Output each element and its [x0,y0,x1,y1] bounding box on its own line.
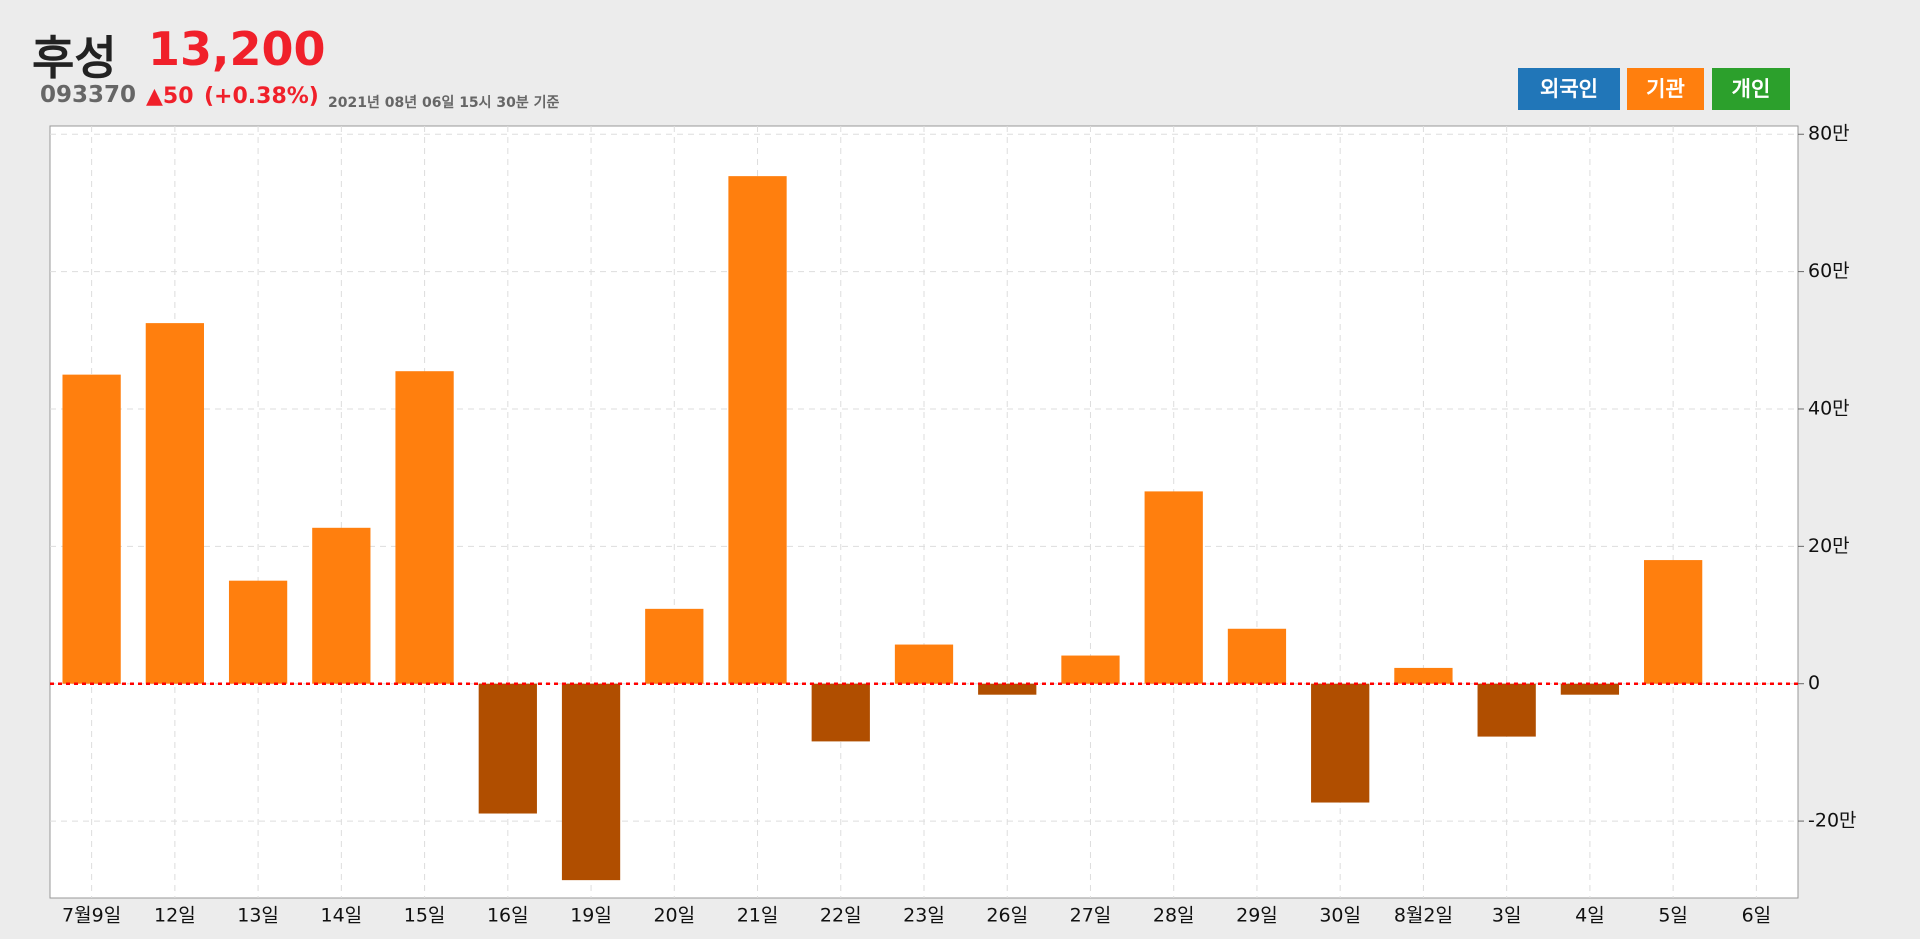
y-tick-label: 20만 [1808,535,1850,557]
bar [561,683,621,881]
bar [1644,560,1703,684]
x-tick-label: 5일 [1658,905,1688,927]
x-tick-label: 27일 [1070,905,1112,927]
x-tick-label: 20일 [653,905,695,927]
x-tick-label: 30일 [1319,905,1361,927]
x-tick-label: 8월2일 [1394,905,1453,927]
price-change: ▲50 [146,84,194,109]
x-tick-label: 28일 [1153,905,1195,927]
filter-button[interactable]: 개인 [1712,68,1790,110]
x-tick-label: 22일 [820,905,862,927]
bar [728,176,787,684]
x-tick-label: 4일 [1575,905,1605,927]
x-tick-label: 29일 [1236,905,1278,927]
bar [1560,683,1620,695]
x-tick-label: 15일 [404,905,446,927]
x-tick-label: 19일 [570,905,612,927]
y-tick-label: 60만 [1808,260,1850,282]
x-tick-label: 13일 [237,905,279,927]
bar [894,644,954,684]
x-tick-label: 12일 [154,905,196,927]
timestamp: 2021년 08년 06일 15시 30분 기준 [328,95,560,111]
x-tick-label: 7월9일 [62,905,121,927]
bar [978,683,1037,695]
x-tick-label: 21일 [737,905,779,927]
bar [811,683,870,742]
bar [645,608,704,684]
bar [1227,628,1287,684]
bar [62,374,121,684]
bar [1477,683,1536,737]
x-tick-label: 16일 [487,905,529,927]
x-tick-label: 14일 [320,905,362,927]
price: 13,200 [148,22,326,76]
x-tick-label: 26일 [986,905,1028,927]
bar [395,371,454,684]
bar [1311,683,1370,803]
stock-code: 093370 [40,82,137,108]
filter-button[interactable]: 기관 [1627,68,1704,110]
bar [478,683,537,814]
x-tick-label: 6일 [1742,905,1772,927]
bar [145,323,204,684]
bar [312,527,371,684]
y-tick-label: 0 [1808,672,1820,694]
y-tick-label: 80만 [1808,123,1850,145]
bar [228,580,288,684]
bar [1394,667,1453,684]
y-tick-label: -20만 [1808,810,1857,832]
filter-button[interactable]: 외국인 [1518,68,1620,110]
x-tick-label: 3일 [1492,905,1522,927]
bar [1144,491,1203,684]
stock-name: 후성 [32,31,117,85]
bar [1061,655,1120,684]
x-tick-label: 23일 [903,905,945,927]
y-tick-label: 40만 [1808,397,1850,419]
price-change-pct: (+0.38%) [204,84,319,109]
